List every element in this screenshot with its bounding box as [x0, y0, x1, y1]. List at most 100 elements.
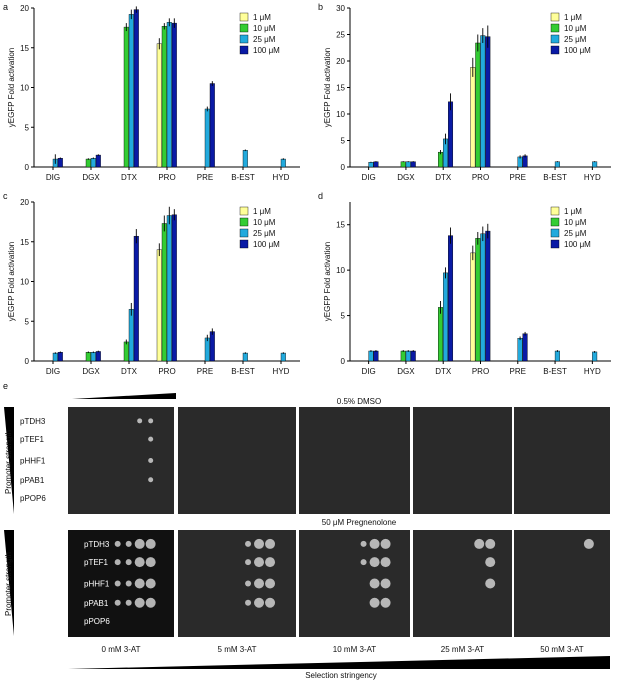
legend-swatch — [550, 23, 560, 33]
agar-plate — [514, 530, 610, 637]
y-tick-label: 10 — [20, 84, 29, 93]
bar — [156, 43, 162, 168]
legend-swatch — [550, 34, 560, 44]
bar — [171, 22, 177, 168]
bar — [166, 22, 172, 168]
x-tick-label: PRE — [197, 173, 213, 182]
legend-label: 25 μM — [564, 229, 587, 238]
bar — [204, 337, 210, 362]
yeast-spot — [114, 540, 121, 547]
y-tick-label: 0 — [25, 357, 30, 366]
x-tick-label: HYD — [273, 367, 290, 376]
y-axis-label: yEGFP Fold activation — [7, 242, 16, 321]
bar — [405, 161, 411, 168]
legend-label: 25 μM — [253, 229, 276, 238]
legend-label: 10 μM — [564, 218, 587, 227]
y-tick-label: 25 — [336, 31, 345, 40]
bar — [400, 350, 406, 362]
bar — [204, 108, 210, 168]
concentration-label: 0 mM 3-AT — [102, 645, 141, 654]
x-tick-label: B-EST — [543, 173, 567, 182]
y-tick-label: 15 — [20, 238, 29, 247]
x-tick-label: PRO — [472, 367, 489, 376]
concentration-label: 5 mM 3-AT — [218, 645, 257, 654]
agar-plate — [299, 407, 410, 514]
bar — [128, 14, 134, 168]
x-tick-label: DTX — [435, 173, 452, 182]
legend-label: 10 μM — [564, 24, 587, 33]
legend-label: 1 μM — [564, 207, 582, 216]
legend-label: 25 μM — [564, 35, 587, 44]
y-tick-label: 0 — [341, 357, 346, 366]
legend-label: 1 μM — [564, 13, 582, 22]
bar — [405, 350, 411, 362]
legend-swatch — [239, 34, 249, 44]
chart-panel-c: 0 5 10 15 20 yEGFP Fold activation DIG DGX DTX PR… — [7, 198, 300, 376]
bar — [485, 230, 491, 362]
y-tick-label: 5 — [341, 137, 346, 146]
bar — [410, 350, 416, 362]
legend-swatch — [239, 217, 249, 227]
y-tick-label: 15 — [20, 44, 29, 53]
legend-swatch — [550, 45, 560, 55]
y-tick-label: 20 — [336, 57, 345, 66]
x-tick-label: HYD — [584, 173, 601, 182]
bar — [52, 352, 58, 362]
y-axis-label: yEGFP Fold activation — [323, 242, 332, 321]
yeast-spot — [360, 559, 367, 566]
x-tick-label: HYD — [273, 173, 290, 182]
y-axis-label: yEGFP Fold activation — [7, 48, 16, 127]
yeast-spot — [148, 418, 154, 424]
agar-plate — [413, 407, 512, 514]
chart-panel-a: 0 5 10 15 20 yEGFP Fold activation DIG DGX DTX PR… — [7, 4, 300, 182]
y-tick-label: 15 — [336, 84, 345, 93]
panel-label-e: e — [3, 381, 8, 391]
y-tick-label: 15 — [336, 221, 345, 230]
bar — [592, 161, 598, 168]
bar — [209, 83, 215, 168]
promoter-strength-label-top: Promoter strength — [4, 430, 13, 494]
promoter-wedge-bottom — [4, 530, 14, 636]
bar — [123, 341, 129, 362]
y-axis-label: yEGFP Fold activation — [323, 48, 332, 127]
bar — [470, 252, 476, 362]
legend-swatch — [239, 206, 249, 216]
x-tick-label: DIG — [46, 367, 60, 376]
y-tick-label: 5 — [25, 317, 30, 326]
yeast-spot — [265, 557, 276, 568]
x-tick-label: DIG — [362, 367, 376, 376]
x-tick-label: DIG — [362, 173, 376, 182]
bar — [448, 235, 454, 362]
x-tick-label: PRO — [158, 173, 175, 182]
x-tick-label: B-EST — [231, 173, 255, 182]
x-tick-label: DGX — [397, 367, 415, 376]
yeast-spot — [125, 599, 132, 606]
bar — [592, 351, 598, 362]
legend-swatch — [239, 12, 249, 22]
y-tick-label: 10 — [336, 266, 345, 275]
top-condition-label: 0.5% DMSO — [337, 397, 381, 406]
agar-plate — [514, 407, 610, 514]
legend-label: 100 μM — [253, 46, 280, 55]
agar-plate — [178, 530, 296, 637]
legend-swatch — [239, 45, 249, 55]
legend-label: 10 μM — [253, 218, 276, 227]
bar — [400, 161, 406, 168]
yeast-spot — [380, 578, 391, 589]
yeast-spot — [114, 599, 121, 606]
legend-swatch — [239, 228, 249, 238]
yeast-spot — [485, 557, 496, 568]
y-tick-label: 20 — [20, 198, 29, 207]
yeast-spot — [134, 597, 145, 608]
agar-plate — [68, 407, 174, 514]
yeast-spot — [245, 599, 252, 606]
y-tick-label: 30 — [336, 4, 345, 13]
chart-panel-d: 0 5 10 15 yEGFP Fold activation DIG DGX DTX PRO P… — [323, 202, 611, 376]
agar-plate — [178, 407, 296, 514]
x-tick-label: B-EST — [231, 367, 255, 376]
bar — [438, 307, 444, 362]
promoter-wedge-top — [4, 407, 14, 514]
yeast-spot — [145, 597, 156, 608]
strain-label: pPOP6 — [84, 617, 110, 626]
bar — [373, 350, 379, 362]
